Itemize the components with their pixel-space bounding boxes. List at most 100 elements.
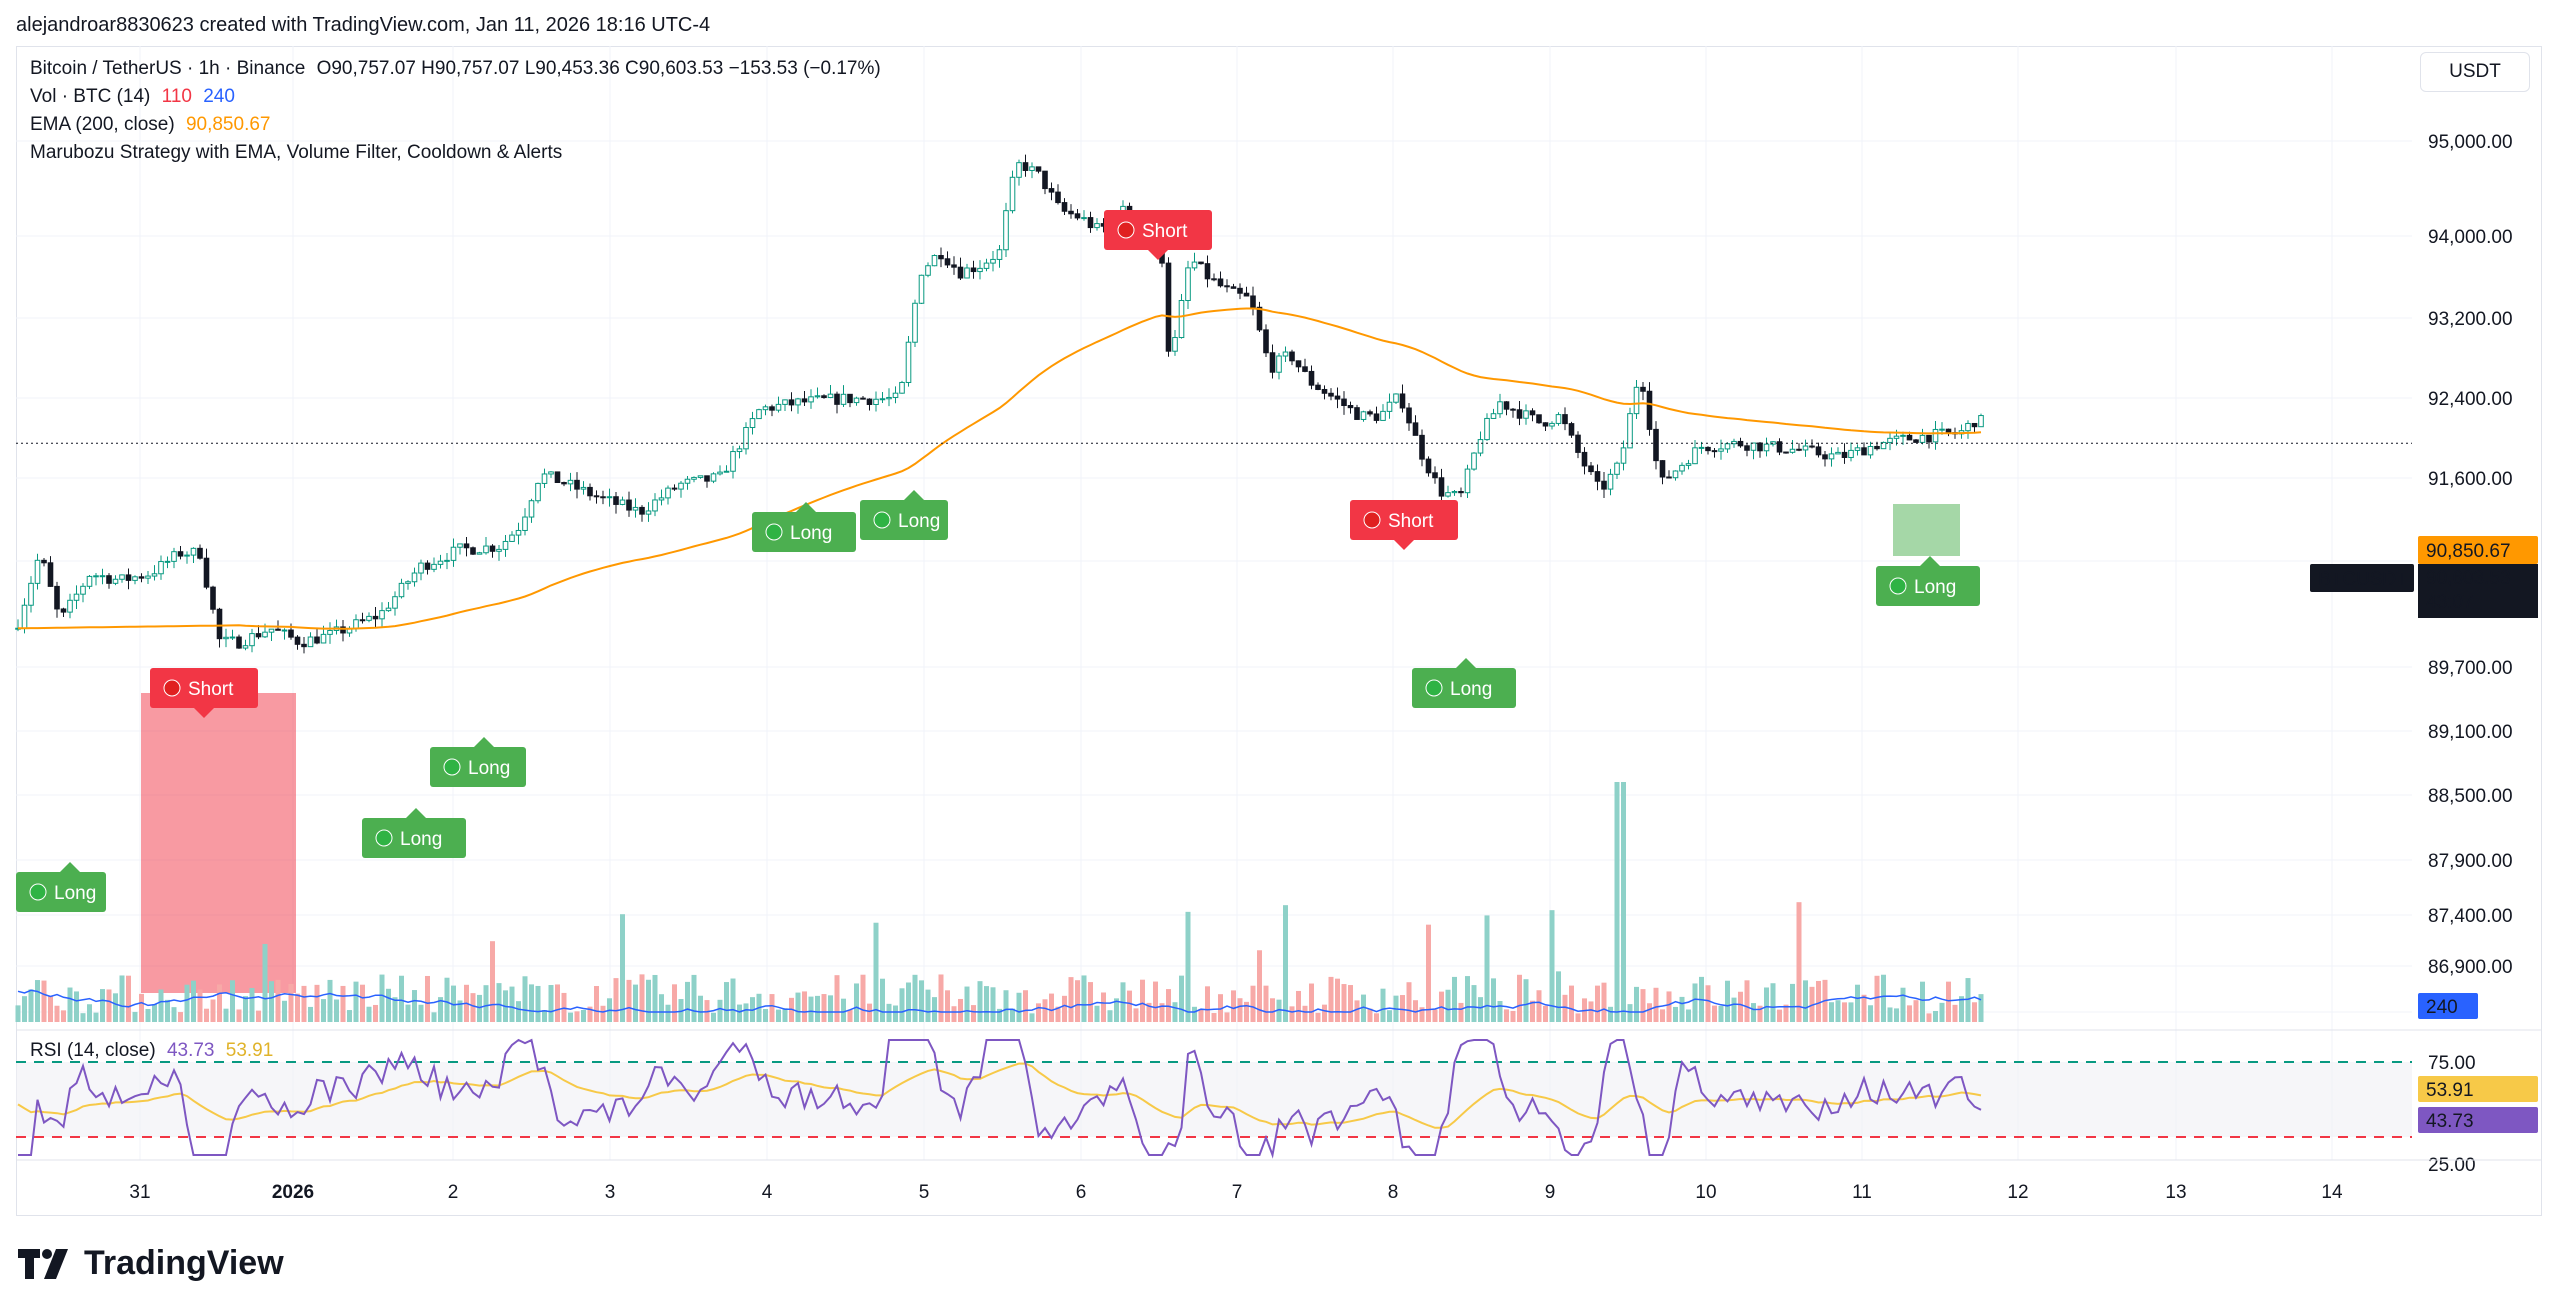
volume-bar — [1608, 1006, 1613, 1022]
volume-bar — [1049, 993, 1054, 1022]
volume-bar — [15, 1005, 21, 1022]
candle — [275, 628, 281, 631]
signal-badge-long[interactable] — [1876, 566, 1980, 606]
volume-bar — [1224, 1012, 1230, 1022]
candle — [879, 398, 886, 401]
candle — [1705, 446, 1711, 452]
signal-badge-long[interactable] — [430, 747, 526, 787]
legend-vol-label[interactable]: Vol · BTC (14) — [30, 86, 151, 107]
legend-ema-val: 90,850.67 — [185, 114, 271, 135]
candle — [1230, 286, 1237, 289]
candle — [1841, 451, 1848, 458]
candle — [639, 506, 645, 515]
volume-bar — [1848, 1002, 1854, 1022]
volume-bar — [1939, 1002, 1945, 1022]
candle — [1425, 458, 1432, 474]
candle — [892, 392, 899, 398]
volume-bar — [295, 993, 300, 1022]
candle — [372, 615, 379, 620]
candle — [918, 274, 925, 304]
volume-bar — [1270, 998, 1275, 1022]
volume-bar — [1309, 983, 1314, 1022]
time-axis-tick: 11 — [1852, 1182, 1872, 1203]
candle — [587, 486, 593, 497]
candle — [1861, 447, 1867, 456]
candle — [847, 393, 853, 404]
volume-bar — [1575, 1013, 1581, 1022]
signal-badge-long[interactable] — [16, 872, 106, 912]
volume-bar — [1302, 1005, 1308, 1022]
volume-bar — [1244, 1001, 1249, 1022]
signal-badge-long[interactable] — [362, 818, 466, 858]
candle — [1893, 435, 1900, 439]
volume-bar — [1861, 994, 1867, 1022]
candle — [1783, 451, 1789, 454]
signal-badge-short[interactable] — [150, 668, 258, 708]
signal-badge-short[interactable] — [1350, 500, 1458, 540]
legend-rsi-label[interactable]: RSI (14, close) — [30, 1040, 156, 1061]
candle — [340, 626, 346, 634]
signal-label: Long — [54, 883, 96, 904]
candle — [749, 418, 756, 429]
volume-bar — [737, 1004, 742, 1022]
candle — [1061, 202, 1068, 212]
currency-button[interactable]: USDT — [2420, 52, 2530, 92]
legend-symbol-row[interactable]: Bitcoin / TetherUS · 1h · Binance O90,75… — [30, 58, 887, 80]
legend-ema-row[interactable]: EMA (200, close) 90,850.67 — [30, 114, 276, 136]
candle — [411, 572, 418, 583]
volume-bar — [470, 993, 476, 1022]
candle — [1601, 480, 1607, 490]
candle — [177, 551, 184, 557]
signal-badge-long[interactable] — [1412, 668, 1516, 708]
legend-strategy-row[interactable]: Marubozu Strategy with EMA, Volume Filte… — [30, 142, 568, 164]
volume-bar — [1374, 1013, 1379, 1022]
candle — [1919, 434, 1926, 443]
candle — [1867, 445, 1874, 456]
candle — [99, 575, 106, 578]
candle — [541, 473, 548, 484]
volume-bar — [782, 1008, 788, 1022]
candle — [931, 255, 938, 267]
volume-bar — [418, 1004, 424, 1022]
candle — [1035, 166, 1042, 172]
volume-bar — [113, 993, 118, 1022]
tradingview-logo[interactable]: TradingView — [18, 1244, 284, 1283]
candle — [1620, 447, 1627, 464]
candle — [41, 559, 47, 564]
candle — [1685, 463, 1692, 466]
volume-bar — [405, 1004, 411, 1022]
time-axis-tick: 6 — [1076, 1182, 1087, 1203]
candle — [1880, 441, 1887, 450]
legend-volume-row[interactable]: Vol · BTC (14) 110 240 — [30, 86, 241, 108]
volume-bar — [360, 984, 365, 1022]
signal-badge-short[interactable] — [1104, 210, 1212, 250]
candle — [977, 267, 983, 273]
volume-bar — [483, 985, 489, 1022]
volume-bar — [1595, 985, 1600, 1022]
candle — [1698, 446, 1705, 449]
volume-bar — [1907, 1005, 1912, 1022]
candle — [1789, 448, 1796, 453]
signal-badge-long[interactable] — [860, 500, 948, 540]
candle — [1549, 422, 1555, 427]
volume-bar — [1003, 990, 1009, 1022]
volume-bar — [1413, 1000, 1418, 1022]
candle — [1588, 465, 1594, 473]
volume-bar — [951, 1006, 957, 1022]
volume-bar — [1380, 988, 1386, 1022]
candle — [957, 266, 964, 279]
legend-rsi-row[interactable]: RSI (14, close) 43.73 53.91 — [30, 1040, 279, 1062]
candle — [236, 636, 242, 649]
legend-symbol[interactable]: Bitcoin / TetherUS · 1h · Binance — [30, 58, 306, 79]
volume-bar — [1068, 977, 1074, 1022]
volume-bar — [1614, 782, 1620, 1022]
legend-strategy[interactable]: Marubozu Strategy with EMA, Volume Filte… — [30, 142, 563, 163]
volume-bar — [158, 989, 164, 1022]
price-axis-tick: 91,600.00 — [2428, 469, 2513, 490]
candle — [1666, 476, 1672, 479]
candle — [190, 547, 197, 556]
signal-badge-long[interactable] — [752, 512, 856, 552]
time-axis-tick: 2 — [448, 1182, 459, 1203]
legend-ema-label[interactable]: EMA (200, close) — [30, 114, 175, 135]
